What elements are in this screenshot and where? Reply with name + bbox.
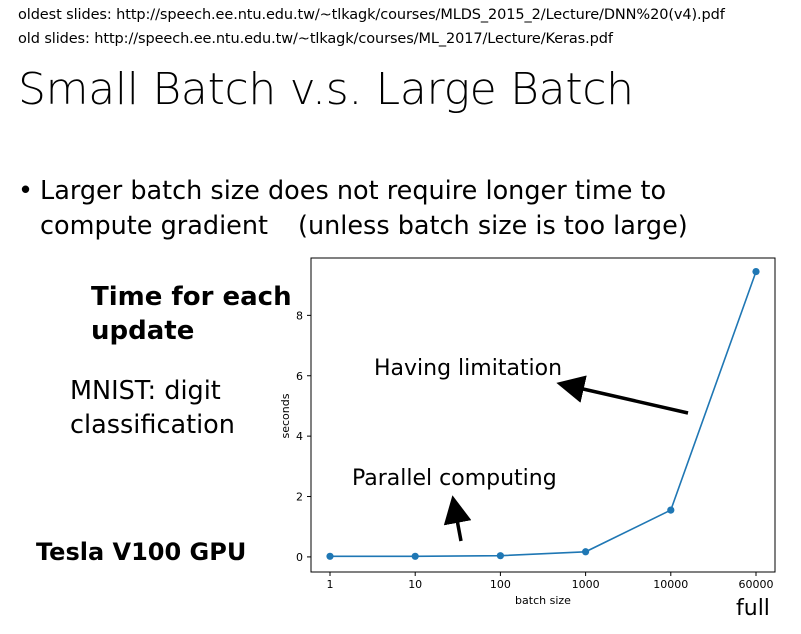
plot-frame: [310, 257, 776, 573]
bullet-text-line1: Larger batch size does not require longe…: [40, 176, 667, 206]
x-tick-label: 1000: [572, 578, 600, 591]
bullet-text-parenthetical: (unless batch size is too large): [298, 211, 688, 241]
data-point: [752, 267, 760, 276]
annotation-having-limitation: Having limitation: [374, 356, 562, 381]
slide-title: Small Batch v.s. Large Batch: [18, 64, 634, 115]
bullet-marker: •: [18, 176, 34, 206]
y-tick-label: 8: [296, 309, 303, 322]
y-tick-label: 2: [296, 491, 303, 504]
data-point: [582, 548, 590, 556]
x-axis-label: batch size: [515, 594, 571, 607]
x-tick-label: 60000: [739, 578, 774, 591]
time-label-line1: Time for each: [91, 282, 292, 312]
mnist-label-line1: MNIST: digit: [70, 376, 221, 406]
annotation-parallel-computing: Parallel computing: [352, 466, 557, 491]
data-point: [667, 506, 675, 514]
y-axis: 0 2 4 6 8: [296, 309, 311, 564]
series-line: [326, 267, 760, 560]
arrow-having-limitation: [556, 375, 689, 415]
data-point: [326, 552, 334, 560]
old-slides-link[interactable]: old slides: http://speech.ee.ntu.edu.tw/…: [18, 31, 613, 47]
mnist-label: MNIST: digit classification: [70, 374, 235, 442]
gpu-label: Tesla V100 GPU: [36, 538, 247, 566]
bullet-text-line2: compute gradient: [40, 211, 269, 241]
x-tick-label: 10000: [653, 578, 688, 591]
y-tick-label: 0: [296, 551, 303, 564]
x-tick-label: 1: [327, 578, 334, 591]
x-tick-label: 100: [490, 578, 511, 591]
y-tick-label: 6: [296, 370, 303, 383]
mnist-label-line2: classification: [70, 410, 235, 440]
time-label-line2: update: [91, 316, 195, 346]
series-line-path: [330, 271, 757, 558]
time-label: Time for each update: [91, 280, 292, 348]
x-tick-label: 10: [408, 578, 422, 591]
arrow-parallel-computing: [443, 495, 472, 542]
x-axis: 1 10 100 1000 10000 60000: [327, 572, 774, 591]
full-label: full: [736, 596, 770, 621]
oldest-slides-link[interactable]: oldest slides: http://speech.ee.ntu.edu.…: [18, 7, 725, 23]
y-tick-label: 4: [296, 430, 303, 443]
y-axis-label: seconds: [279, 393, 292, 438]
data-point: [496, 552, 504, 560]
data-point: [411, 552, 419, 560]
